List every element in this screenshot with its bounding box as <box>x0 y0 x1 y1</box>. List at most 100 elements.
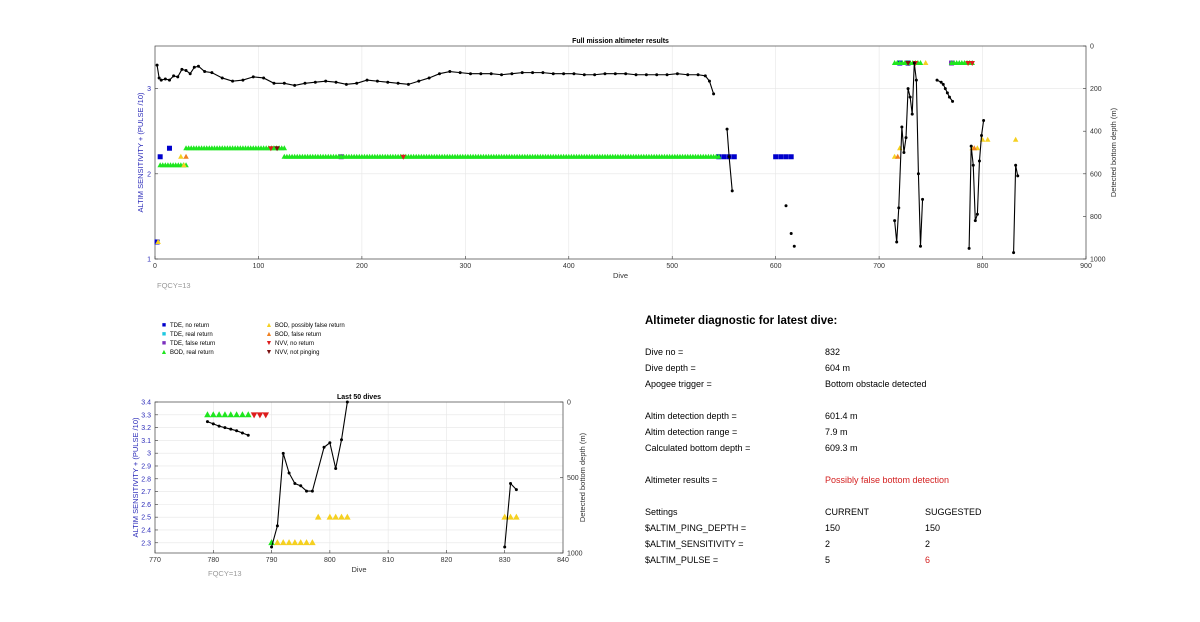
legend-label: TDE, false return <box>170 341 216 347</box>
mission-depth-point <box>897 206 901 210</box>
mission-band-marker <box>716 153 722 159</box>
mission-band-marker <box>917 60 924 66</box>
mission-series <box>183 145 978 159</box>
mission-depth-point <box>982 119 986 123</box>
mission-depth-point <box>293 83 297 87</box>
mission-depth-point <box>655 73 659 77</box>
mission-depth-point <box>696 73 700 77</box>
last50-depth-point <box>235 429 239 433</box>
mission-depth-point <box>437 72 441 76</box>
mission-depth-point <box>603 72 607 76</box>
mission-depth-line <box>894 62 924 247</box>
last50-point <box>291 539 299 546</box>
last50-point <box>244 411 252 418</box>
last50-x-tick-label: 840 <box>557 557 569 564</box>
legend-marker: ▼ <box>265 340 273 347</box>
last50-depth-point <box>217 424 221 428</box>
mission-x-tick-label: 700 <box>873 263 885 270</box>
legend-label: BOD, real return <box>170 350 214 356</box>
last50-point <box>227 411 235 418</box>
mission-y2-tick-label: 1000 <box>1090 257 1106 264</box>
last50-point <box>274 539 281 546</box>
mission-depth-point <box>921 197 925 201</box>
mission-point <box>778 154 784 160</box>
mission-depth-point <box>893 219 897 223</box>
mission-depth-point <box>541 71 545 75</box>
last50-point <box>268 539 275 546</box>
mission-depth-point <box>406 82 410 86</box>
mission-depth-point <box>1014 163 1018 167</box>
last50-point <box>513 513 520 520</box>
mission-depth-point <box>510 72 514 76</box>
last50-depth-point <box>205 420 209 424</box>
mission-depth-point <box>675 72 679 76</box>
mission-depth-point <box>303 81 307 85</box>
mission-y2-tick-label: 800 <box>1090 214 1102 221</box>
mission-point <box>788 154 794 160</box>
last50-y2-tick-label: 1000 <box>567 551 583 558</box>
diagnostic-row-label: Dive no = <box>645 347 684 357</box>
mission-depth-point <box>176 75 180 79</box>
setting-suggested-value: 2 <box>925 539 931 549</box>
last50-y-tick-label: 2.9 <box>141 463 151 470</box>
mission-depth-point <box>582 73 586 77</box>
last50-x-tick-label: 820 <box>441 557 453 564</box>
mission-depth-point <box>448 70 452 74</box>
mission-footnote: FQCY=13 <box>157 281 191 290</box>
legend-item: ■ TDE, no return <box>158 322 209 330</box>
mission-depth-point <box>313 80 317 84</box>
mission-depth-point <box>396 81 400 85</box>
legend-item: ▲ BOD, possibly false return <box>263 322 345 330</box>
last50-point <box>262 412 270 419</box>
mission-depth-point <box>902 151 906 154</box>
last50-point <box>338 513 345 520</box>
mission-depth-point <box>1016 174 1020 178</box>
mission-depth-point <box>324 79 328 83</box>
mission-depth-point <box>334 80 338 84</box>
mission-point <box>922 60 929 66</box>
mission-depth-point <box>789 231 793 235</box>
mission-point <box>178 153 184 159</box>
mission-depth-point <box>947 95 951 99</box>
mission-depth-point <box>167 78 171 82</box>
mission-depth-point <box>220 76 224 80</box>
mission-depth-point <box>344 82 348 86</box>
mission-point <box>965 61 971 67</box>
mission-depth-point <box>686 73 690 77</box>
last50-depth-point <box>322 445 326 449</box>
mission-depth-point <box>272 81 276 85</box>
last50-point <box>507 513 514 520</box>
legend-label: BOD, possibly false return <box>275 323 345 329</box>
mission-series <box>157 60 975 168</box>
mission-x-tick-label: 800 <box>977 263 989 270</box>
last50-title: Last 50 dives <box>337 394 381 401</box>
mission-depth-point <box>196 64 200 68</box>
setting-name: $ALTIM_SENSITIVITY = <box>645 539 744 549</box>
mission-depth-point <box>784 204 788 208</box>
last50-point <box>209 411 217 418</box>
legend-label: NVV, not pinging <box>275 350 320 356</box>
mission-depth-point <box>730 189 734 193</box>
settings-header: Settings <box>645 507 678 517</box>
mission-y2-tick-label: 600 <box>1090 171 1102 178</box>
mission-depth-point <box>386 80 390 84</box>
mission-depth-point <box>975 212 979 216</box>
last50-point <box>326 513 334 520</box>
last50-x-tick-label: 770 <box>149 557 161 564</box>
mission-depth-point <box>593 73 597 77</box>
mission-series <box>268 61 975 160</box>
mission-depth-point <box>908 95 912 99</box>
mission-depth-point <box>971 163 975 167</box>
diagnostic-row-label: Altim detection range = <box>645 427 738 437</box>
mission-y-tick-label: 2 <box>147 171 151 178</box>
mission-depth-point <box>703 74 707 78</box>
diagnostic-row-label: Calculated bottom depth = <box>645 443 751 453</box>
setting-current-value: 150 <box>825 523 841 533</box>
mission-title: Full mission altimeter results <box>572 38 669 45</box>
last50-footnote: FQCY=13 <box>208 569 242 578</box>
mission-depth-point <box>665 73 669 77</box>
last50-y-tick-label: 3.1 <box>141 438 151 445</box>
mission-depth-point <box>231 79 235 83</box>
mission-point <box>773 154 779 160</box>
last50-y2-tick-label: 0 <box>567 400 571 407</box>
